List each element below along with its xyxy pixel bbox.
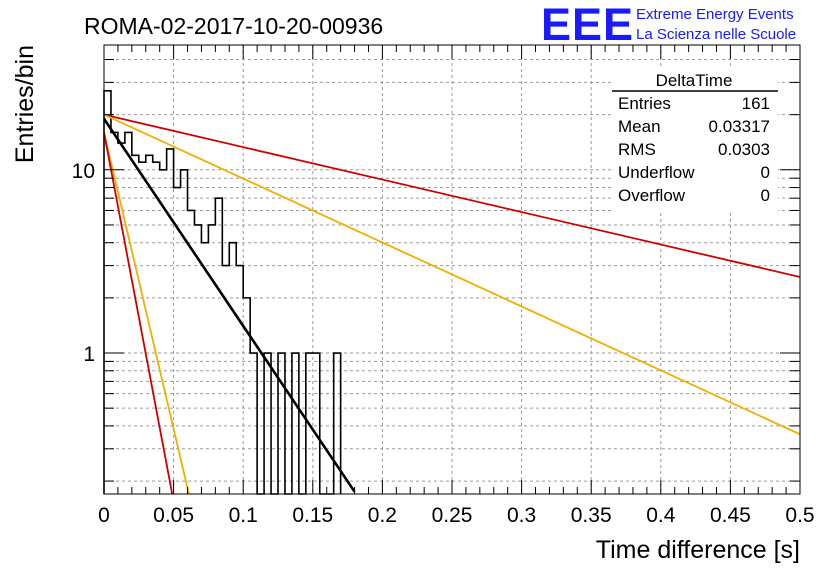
plot-frame <box>103 44 801 495</box>
fit-line-1 <box>104 113 800 278</box>
x-tick-label: 0.45 <box>710 504 751 527</box>
x-tick-label: 0 <box>98 504 110 527</box>
fit-line-5 <box>104 132 174 494</box>
run-title: ROMA-02-2017-10-20-00936 <box>84 13 383 39</box>
x-tick-label: 0.5 <box>785 504 814 527</box>
stats-box-background <box>612 66 778 211</box>
stats-row-label: Underflow <box>618 163 695 182</box>
fit-line-4 <box>104 132 190 494</box>
x-tick-label: 0.05 <box>153 504 194 527</box>
stats-row-label: Mean <box>618 117 661 136</box>
histogram-layer <box>103 89 342 495</box>
x-tick-label: 0.3 <box>507 504 536 527</box>
x-axis-label: Time difference [s] <box>596 536 800 564</box>
y-axis-label: Entries/bin <box>11 45 39 163</box>
stats-row-value: 0.03317 <box>709 117 770 136</box>
logo-line-1: Extreme Energy Events <box>636 6 794 23</box>
stats-row-label: RMS <box>618 140 656 159</box>
x-tick-label: 0.25 <box>432 504 473 527</box>
stats-box: DeltaTime Entries 161 Mean 0.03317 RMS 0.0303… <box>612 66 778 211</box>
stats-title: DeltaTime <box>656 71 733 90</box>
stats-row-value: 161 <box>742 94 770 113</box>
stats-row-value: 0.0303 <box>718 140 770 159</box>
grid-lines <box>104 45 800 494</box>
x-tick-label: 0.1 <box>229 504 258 527</box>
axis-ticks: 0 0.05 0.1 0.15 0.2 0.25 0.3 0.35 0.4 0.45 0.5 1 10 <box>72 45 815 527</box>
stats-row-label: Overflow <box>618 186 686 205</box>
stats-row-value: 0 <box>761 186 770 205</box>
fit-line-2 <box>104 113 800 436</box>
y-tick-label: 10 <box>72 160 95 183</box>
stats-row-value: 0 <box>761 163 770 182</box>
x-tick-label: 0.35 <box>571 504 612 527</box>
x-tick-label: 0.4 <box>646 504 676 527</box>
logo-line-2: La Scienza nelle Scuole <box>636 26 796 43</box>
logo-mark: EEE <box>541 0 634 50</box>
stats-rows: Entries 161 Mean 0.03317 RMS 0.0303 Underflow 0… <box>618 94 770 205</box>
stats-row-label: Entries <box>618 94 671 113</box>
x-tick-label: 0.15 <box>292 504 333 527</box>
x-tick-label: 0.2 <box>368 504 397 527</box>
y-tick-label: 1 <box>83 343 95 366</box>
histogram-outline <box>103 89 342 495</box>
fit-lines-layer <box>104 113 800 494</box>
fit-line-3 <box>104 118 356 493</box>
